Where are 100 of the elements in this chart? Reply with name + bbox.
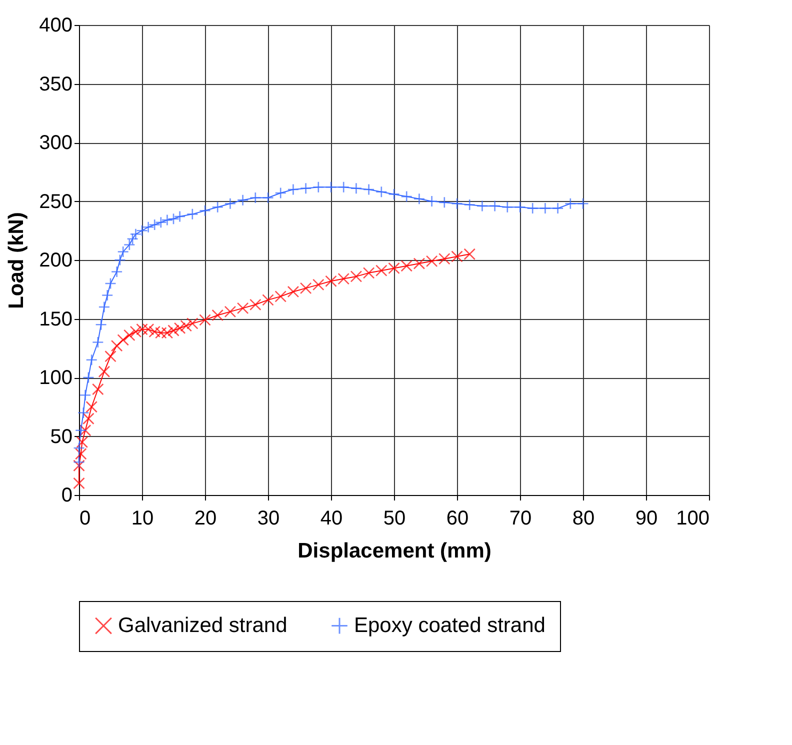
point xyxy=(236,194,249,206)
point xyxy=(514,201,526,214)
point xyxy=(126,232,138,245)
point xyxy=(274,290,286,302)
point xyxy=(564,198,576,210)
point xyxy=(400,190,412,202)
point xyxy=(110,266,123,278)
point xyxy=(262,294,274,306)
point xyxy=(287,184,300,196)
point xyxy=(180,320,192,332)
point xyxy=(488,200,501,212)
point xyxy=(312,181,324,194)
point xyxy=(174,322,186,334)
point xyxy=(79,424,92,436)
point xyxy=(92,383,104,396)
point xyxy=(262,192,274,204)
point xyxy=(186,208,198,220)
point xyxy=(148,218,160,231)
point xyxy=(300,282,312,294)
point xyxy=(86,354,98,366)
point xyxy=(92,336,104,348)
point xyxy=(124,238,136,251)
point xyxy=(110,340,123,352)
point xyxy=(376,186,388,198)
point xyxy=(104,278,116,290)
point xyxy=(98,366,110,378)
point xyxy=(464,198,476,211)
point xyxy=(426,195,438,208)
point xyxy=(168,212,180,225)
x-tick-label: 100 xyxy=(676,508,710,530)
x-tick-label: 40 xyxy=(320,508,343,530)
point xyxy=(186,318,198,330)
x-tick-label: 20 xyxy=(194,508,217,530)
x-tick-label: 70 xyxy=(509,508,532,530)
legend-label: Galvanized strand xyxy=(118,614,288,637)
point xyxy=(73,456,85,468)
point xyxy=(86,400,98,413)
point xyxy=(74,448,87,460)
y-tick-label: 250 xyxy=(39,190,72,213)
point xyxy=(199,204,211,217)
point xyxy=(142,221,154,233)
point xyxy=(312,278,324,291)
x-tick-label: 10 xyxy=(131,508,154,530)
point xyxy=(274,187,286,199)
point xyxy=(250,298,262,311)
point xyxy=(388,188,400,200)
point xyxy=(451,198,463,210)
x-tick-label: 90 xyxy=(635,508,658,530)
point xyxy=(502,201,514,214)
point xyxy=(577,198,589,210)
point xyxy=(287,286,300,298)
x-tick-label: 30 xyxy=(257,508,280,530)
y-tick-label: 150 xyxy=(39,308,72,330)
point xyxy=(73,460,85,472)
point xyxy=(476,200,488,212)
point xyxy=(124,329,136,342)
point xyxy=(76,436,88,448)
y-tick-label: 100 xyxy=(39,367,72,389)
point xyxy=(250,192,262,204)
x-tick-label: 50 xyxy=(383,508,406,530)
point xyxy=(199,314,211,326)
y-tick-label: 50 xyxy=(50,426,72,448)
y-tick-label: 400 xyxy=(39,14,72,36)
point xyxy=(552,202,564,214)
point xyxy=(104,350,116,362)
point xyxy=(130,228,142,240)
point xyxy=(95,318,107,331)
point xyxy=(74,424,87,436)
point xyxy=(224,306,236,318)
point xyxy=(539,202,552,214)
point xyxy=(212,309,224,322)
x-tick-label: 80 xyxy=(572,508,595,530)
point xyxy=(136,224,148,237)
point xyxy=(300,182,312,194)
point xyxy=(117,334,129,346)
legend-label: Epoxy coated strand xyxy=(354,614,546,637)
point xyxy=(350,182,362,194)
y-tick-label: 300 xyxy=(39,132,72,154)
point xyxy=(174,210,186,222)
x-tick-label: 0 xyxy=(80,508,91,530)
point xyxy=(78,406,90,419)
point xyxy=(236,302,249,314)
point xyxy=(114,254,126,266)
y-axis-title: Load (kN) xyxy=(5,212,28,309)
point xyxy=(82,412,94,425)
point xyxy=(73,442,85,454)
point xyxy=(161,214,174,226)
point xyxy=(73,477,85,490)
point xyxy=(338,181,350,194)
point xyxy=(155,216,167,228)
point xyxy=(526,202,538,214)
x-axis-title: Displacement (mm) xyxy=(298,540,492,562)
point xyxy=(438,196,450,208)
point xyxy=(82,372,94,384)
point xyxy=(224,198,236,210)
y-tick-label: 0 xyxy=(61,484,72,506)
point xyxy=(79,389,92,402)
point xyxy=(98,301,110,313)
point xyxy=(117,246,129,258)
point xyxy=(212,201,224,214)
